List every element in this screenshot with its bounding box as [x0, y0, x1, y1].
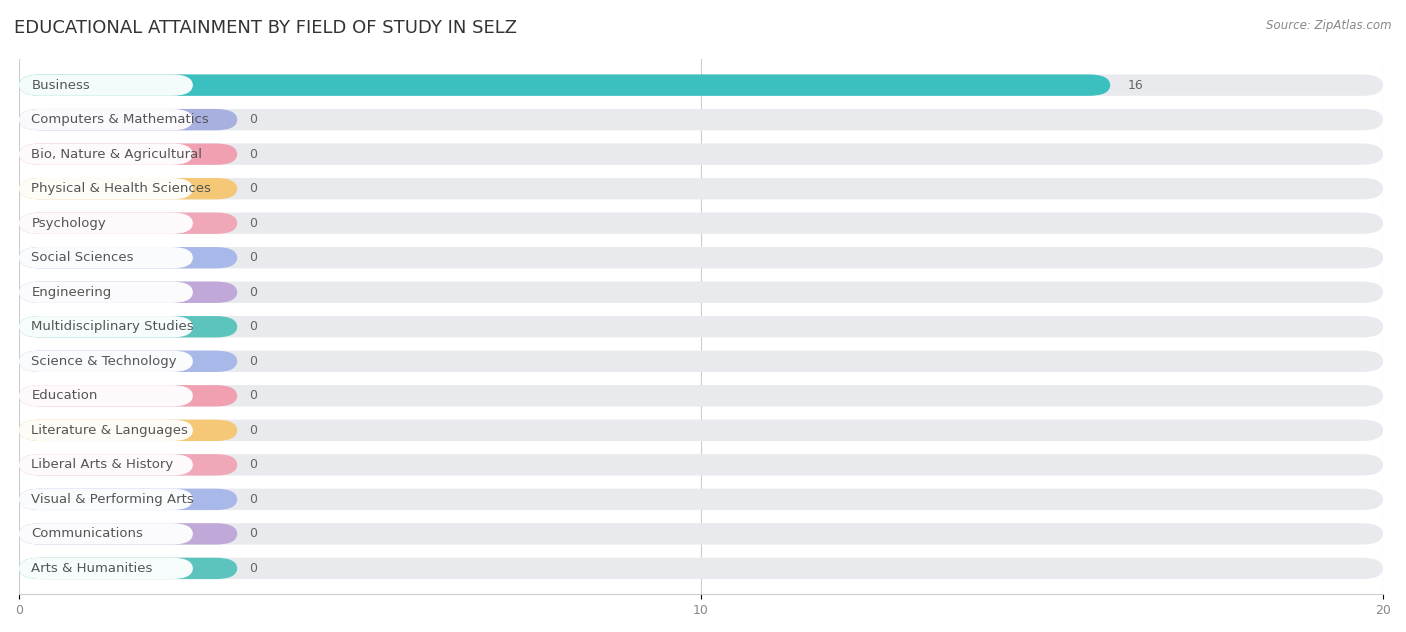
FancyBboxPatch shape: [20, 178, 238, 199]
FancyBboxPatch shape: [20, 75, 193, 96]
FancyBboxPatch shape: [20, 178, 193, 199]
FancyBboxPatch shape: [20, 109, 238, 130]
FancyBboxPatch shape: [20, 212, 1384, 234]
Text: 16: 16: [1128, 78, 1143, 92]
Text: 0: 0: [249, 458, 257, 471]
Text: 0: 0: [249, 182, 257, 195]
Text: Engineering: Engineering: [31, 286, 111, 299]
Text: 0: 0: [249, 527, 257, 540]
FancyBboxPatch shape: [20, 316, 193, 337]
Text: Visual & Performing Arts: Visual & Performing Arts: [31, 493, 194, 506]
Text: 0: 0: [249, 217, 257, 229]
Text: Social Sciences: Social Sciences: [31, 252, 134, 264]
FancyBboxPatch shape: [20, 281, 193, 303]
FancyBboxPatch shape: [20, 212, 193, 234]
Text: Psychology: Psychology: [31, 217, 105, 229]
FancyBboxPatch shape: [20, 385, 238, 406]
FancyBboxPatch shape: [20, 557, 238, 579]
Text: Source: ZipAtlas.com: Source: ZipAtlas.com: [1267, 19, 1392, 32]
FancyBboxPatch shape: [20, 316, 238, 337]
FancyBboxPatch shape: [20, 247, 193, 269]
FancyBboxPatch shape: [20, 420, 1384, 441]
FancyBboxPatch shape: [20, 75, 1111, 96]
FancyBboxPatch shape: [20, 351, 1384, 372]
Text: 0: 0: [249, 252, 257, 264]
Text: 0: 0: [249, 389, 257, 403]
FancyBboxPatch shape: [20, 523, 193, 545]
Text: Liberal Arts & History: Liberal Arts & History: [31, 458, 173, 471]
FancyBboxPatch shape: [20, 212, 238, 234]
Text: 0: 0: [249, 148, 257, 161]
Text: 0: 0: [249, 320, 257, 333]
Text: Physical & Health Sciences: Physical & Health Sciences: [31, 182, 211, 195]
FancyBboxPatch shape: [20, 489, 238, 510]
FancyBboxPatch shape: [20, 489, 1384, 510]
Text: 0: 0: [249, 562, 257, 575]
Text: 0: 0: [249, 424, 257, 437]
FancyBboxPatch shape: [20, 454, 1384, 475]
Text: 0: 0: [249, 113, 257, 126]
Text: 0: 0: [249, 493, 257, 506]
Text: Arts & Humanities: Arts & Humanities: [31, 562, 153, 575]
FancyBboxPatch shape: [20, 557, 1384, 579]
Text: Education: Education: [31, 389, 97, 403]
FancyBboxPatch shape: [20, 523, 1384, 545]
FancyBboxPatch shape: [20, 454, 193, 475]
FancyBboxPatch shape: [20, 385, 193, 406]
FancyBboxPatch shape: [20, 351, 238, 372]
Text: Multidisciplinary Studies: Multidisciplinary Studies: [31, 320, 194, 333]
Text: Science & Technology: Science & Technology: [31, 355, 177, 368]
Text: 0: 0: [249, 355, 257, 368]
FancyBboxPatch shape: [20, 281, 238, 303]
FancyBboxPatch shape: [20, 385, 1384, 406]
FancyBboxPatch shape: [20, 109, 193, 130]
FancyBboxPatch shape: [20, 75, 1384, 96]
Text: Literature & Languages: Literature & Languages: [31, 424, 188, 437]
Text: Computers & Mathematics: Computers & Mathematics: [31, 113, 209, 126]
FancyBboxPatch shape: [20, 247, 1384, 269]
FancyBboxPatch shape: [20, 489, 193, 510]
Text: Business: Business: [31, 78, 90, 92]
FancyBboxPatch shape: [20, 143, 238, 165]
FancyBboxPatch shape: [20, 454, 238, 475]
FancyBboxPatch shape: [20, 247, 238, 269]
FancyBboxPatch shape: [20, 557, 193, 579]
FancyBboxPatch shape: [20, 281, 1384, 303]
FancyBboxPatch shape: [20, 316, 1384, 337]
Text: EDUCATIONAL ATTAINMENT BY FIELD OF STUDY IN SELZ: EDUCATIONAL ATTAINMENT BY FIELD OF STUDY…: [14, 19, 517, 37]
FancyBboxPatch shape: [20, 420, 193, 441]
Text: Bio, Nature & Agricultural: Bio, Nature & Agricultural: [31, 148, 202, 161]
FancyBboxPatch shape: [20, 109, 1384, 130]
FancyBboxPatch shape: [20, 420, 238, 441]
FancyBboxPatch shape: [20, 351, 193, 372]
Text: Communications: Communications: [31, 527, 143, 540]
FancyBboxPatch shape: [20, 143, 1384, 165]
FancyBboxPatch shape: [20, 143, 193, 165]
FancyBboxPatch shape: [20, 523, 238, 545]
FancyBboxPatch shape: [20, 178, 1384, 199]
Text: 0: 0: [249, 286, 257, 299]
